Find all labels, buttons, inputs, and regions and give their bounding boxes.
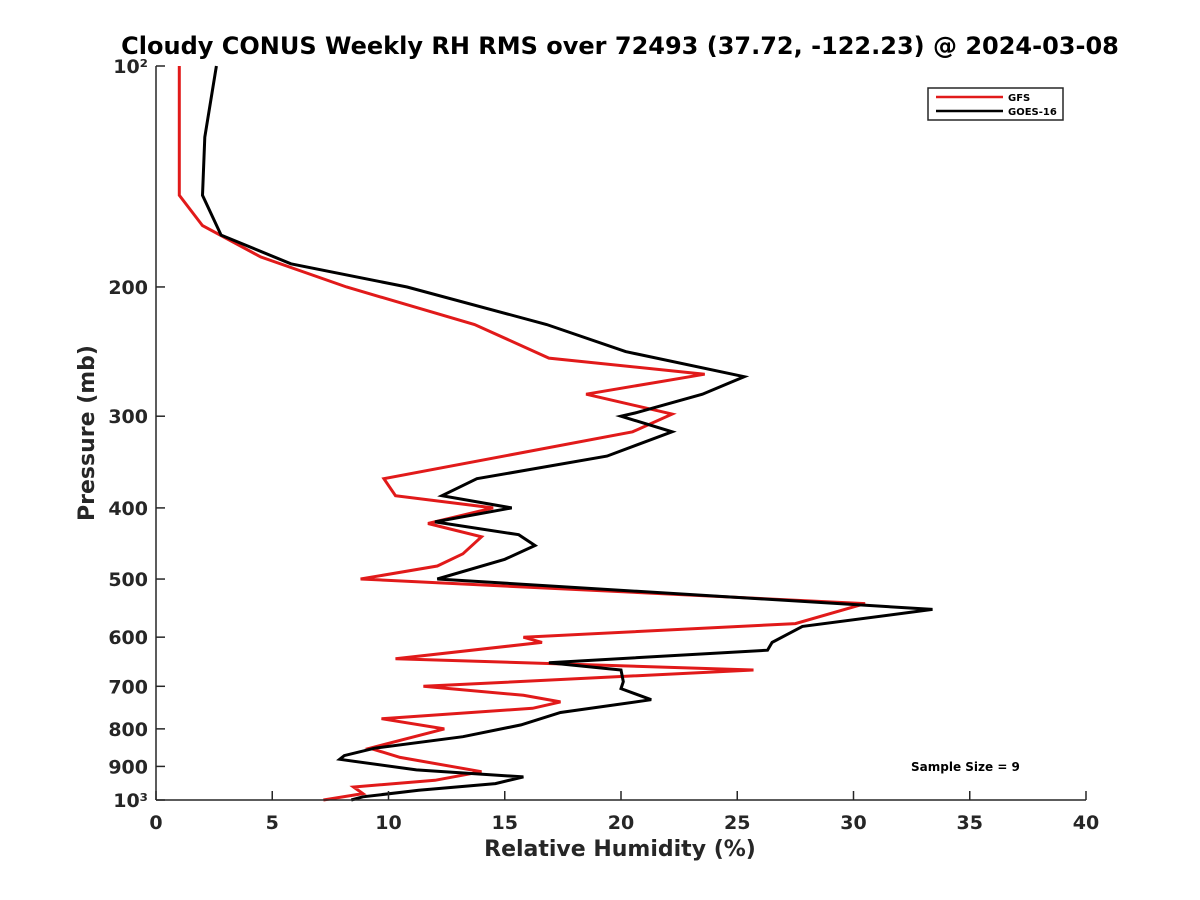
legend-label-goes16: GOES-16: [1008, 107, 1057, 118]
x-tick-label: 40: [1073, 812, 1099, 834]
axes-layer: 0 5 10 15 20 25 30 35 40 10² 200 300 400 500 600 700 800…: [108, 56, 1099, 834]
x-tick-label: 20: [608, 812, 634, 834]
chart-title: Cloudy CONUS Weekly RH RMS over 72493 (3…: [121, 32, 1119, 60]
y-tick-label: 10²: [113, 56, 148, 78]
x-tick-label: 5: [266, 812, 279, 834]
sample-size-annotation: Sample Size = 9: [911, 760, 1020, 774]
x-tick-label: 15: [492, 812, 518, 834]
legend: GFS GOES-16: [927, 87, 1064, 121]
x-axis-label: Relative Humidity (%): [484, 837, 756, 862]
x-tick-label: 0: [149, 812, 162, 834]
y-tick-label: 700: [108, 676, 148, 698]
y-tick-label: 900: [108, 756, 148, 778]
series-line-goes16: [200, 65, 933, 802]
y-tick-label: 10³: [113, 790, 148, 812]
x-tick-label: 10: [375, 812, 401, 834]
plot-area: [177, 65, 933, 802]
y-axis-label: Pressure (mb): [75, 345, 100, 521]
y-tick-label: 300: [108, 406, 148, 428]
y-tick-label: 400: [108, 498, 148, 520]
series-layer: [177, 65, 933, 802]
y-tick-label: 800: [108, 719, 148, 741]
x-tick-label: 35: [957, 812, 983, 834]
y-tick-label: 200: [108, 277, 148, 299]
y-tick-label: 500: [108, 569, 148, 591]
y-tick-label: 600: [108, 627, 148, 649]
x-tick-label: 25: [724, 812, 750, 834]
legend-box: [927, 87, 1064, 121]
series-line-gfs: [177, 66, 866, 802]
legend-label-gfs: GFS: [1008, 93, 1030, 104]
x-tick-label: 30: [840, 812, 866, 834]
